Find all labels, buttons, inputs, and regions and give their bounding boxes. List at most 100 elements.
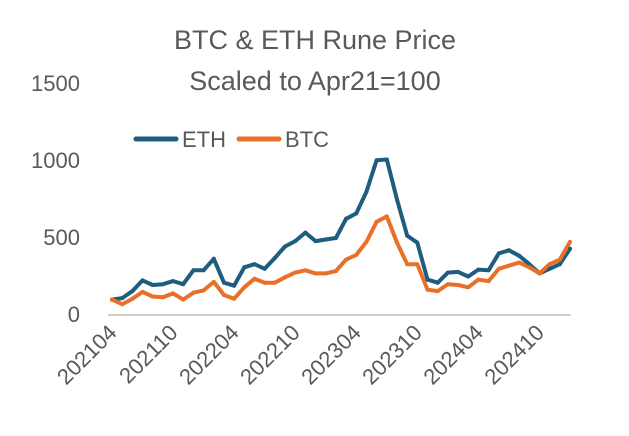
data-point-eth [303,230,308,235]
x-tick-label: 202304 [296,320,366,390]
data-point-eth [384,157,389,162]
data-point-btc [395,240,399,245]
data-point-btc [364,239,369,244]
data-point-eth [344,216,349,221]
data-point-btc [110,297,114,302]
data-point-btc [130,296,135,301]
data-point-btc [445,282,450,287]
x-tick-label: 202110 [114,320,182,388]
data-point-eth [283,244,287,249]
data-point-eth [486,268,491,273]
x-tick-label: 202210 [235,320,305,390]
data-point-eth [445,270,450,275]
data-point-btc [415,262,420,267]
data-point-eth [435,280,440,285]
data-point-eth [527,262,532,267]
data-point-btc [201,288,206,293]
x-axis: 2021042021102022042022102023042023102024… [52,320,549,390]
data-point-eth [150,283,155,287]
data-point-btc [405,262,410,267]
data-point-eth [272,256,277,260]
data-point-btc [160,295,165,300]
data-point-btc [344,257,349,262]
y-axis: 0 500 1000 1500 [31,71,80,327]
data-point-btc [272,280,277,285]
data-point-eth [517,253,522,258]
data-point-eth [293,239,298,244]
data-point-btc [527,265,532,270]
data-point-eth [201,268,206,273]
data-point-eth [130,289,135,294]
data-point-btc [456,283,460,287]
data-point-btc [252,276,257,281]
y-tick-label: 500 [43,225,80,250]
data-point-eth [425,277,430,282]
data-point-btc [293,270,298,275]
data-point-eth [181,282,186,287]
data-point-btc [547,262,552,267]
data-point-btc [181,297,186,302]
data-point-eth [395,197,399,202]
data-point-btc [140,289,145,294]
x-tick-label: 202404 [418,320,488,390]
series-line-btc [110,214,572,307]
data-point-btc [568,239,572,244]
data-point-eth [313,239,318,244]
data-point-eth [140,278,145,283]
data-point-eth [415,240,420,245]
data-point-eth [557,262,562,267]
data-point-btc [384,214,389,219]
data-point-eth [232,283,237,288]
data-point-btc [354,252,359,257]
x-tick-label: 202410 [479,320,549,390]
y-tick-label: 1500 [31,71,80,96]
legend-label-eth: ETH [182,127,226,152]
data-point-eth [160,282,165,287]
series-line-eth [110,157,572,302]
data-point-eth [466,274,471,279]
data-point-btc [476,277,481,282]
data-point-btc [486,279,491,284]
data-point-btc [171,291,176,296]
data-point-btc [425,287,430,292]
chart-title-line-1: BTC & ETH Rune Price [174,25,456,55]
data-point-btc [232,296,237,301]
data-point-btc [120,302,125,307]
data-point-eth [456,269,460,274]
x-tick-label: 202204 [174,320,244,390]
data-point-eth [364,189,369,194]
data-point-btc [283,275,287,280]
y-tick-label: 0 [68,302,80,327]
data-point-btc [435,289,440,294]
series-layer [110,157,572,307]
data-point-eth [323,237,328,242]
data-point-btc [150,294,155,299]
data-point-btc [466,285,471,290]
data-point-eth [506,248,511,253]
data-point-eth [374,158,379,163]
data-point-btc [222,293,226,297]
data-point-eth [222,280,226,285]
data-point-btc [323,271,328,276]
data-point-eth [242,265,247,270]
data-point-btc [374,219,379,224]
data-point-eth [171,279,176,284]
data-point-eth [262,266,267,271]
data-point-btc [191,290,196,295]
data-point-eth [354,211,359,216]
legend: ETH BTC [133,127,329,152]
data-point-eth [333,236,338,240]
data-point-btc [537,271,542,276]
data-point-eth [547,266,552,271]
data-point-btc [242,285,247,290]
y-tick-label: 1000 [31,148,80,173]
data-point-btc [303,268,308,273]
data-point-eth [496,251,501,256]
data-point-btc [211,279,216,284]
legend-label-btc: BTC [285,127,329,152]
data-point-eth [211,256,216,261]
data-point-btc [517,260,522,265]
data-point-btc [496,266,501,271]
data-point-btc [262,280,267,285]
